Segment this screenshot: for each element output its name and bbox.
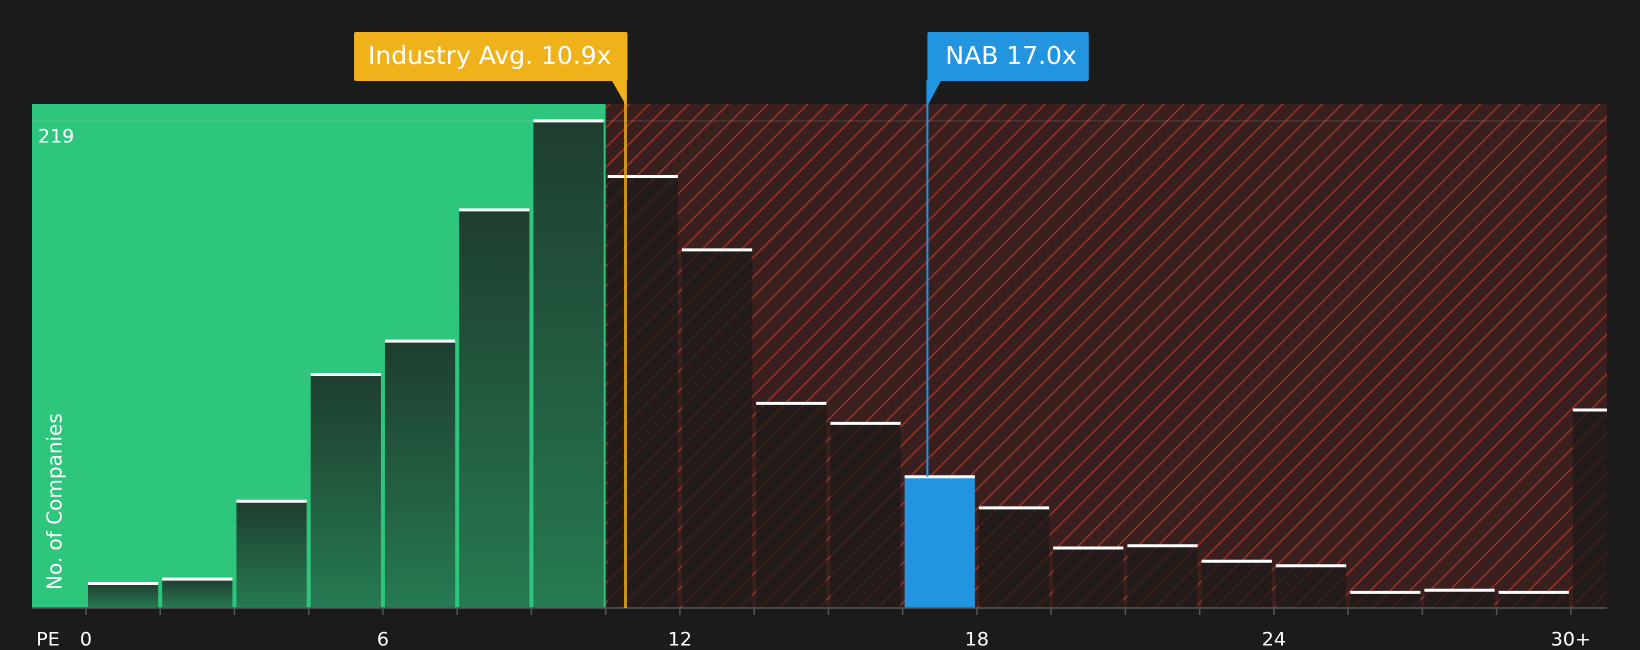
y-axis-label: No. of Companies — [43, 413, 67, 590]
bar — [1275, 565, 1347, 608]
bar — [384, 341, 456, 608]
bar — [681, 249, 753, 608]
bar — [310, 374, 381, 608]
bar — [1572, 410, 1607, 608]
bar — [756, 403, 827, 608]
bar — [607, 176, 678, 608]
x-tick-label: 6 — [377, 629, 389, 650]
bar — [1201, 561, 1272, 608]
bar — [1350, 592, 1421, 608]
bar — [236, 501, 307, 608]
bar — [1127, 545, 1198, 608]
bar — [162, 579, 233, 608]
y-tick-label: 219 — [38, 125, 74, 147]
bar — [459, 209, 530, 608]
x-tick-label: 0 — [80, 629, 92, 650]
bad-hatch — [605, 104, 1607, 608]
bar — [1498, 592, 1569, 608]
bar — [1424, 590, 1495, 608]
bar — [87, 583, 159, 608]
x-tick-label: 24 — [1262, 629, 1286, 650]
x-tick-label: 18 — [965, 629, 989, 650]
annotation-box — [927, 32, 1089, 81]
annotation-label: NAB 17.0x — [945, 41, 1076, 70]
annotation-pointer — [611, 80, 627, 106]
bar — [978, 507, 1050, 608]
x-axis-label: PE — [36, 629, 59, 650]
annotation-pointer — [927, 80, 942, 106]
annotation-box — [354, 32, 628, 81]
bar — [1053, 547, 1124, 608]
annotation-label: Industry Avg. 10.9x — [368, 41, 611, 70]
x-tick-label: 12 — [668, 629, 692, 650]
x-tick-label: 30+ — [1551, 629, 1591, 650]
bar — [830, 423, 901, 608]
bar — [533, 120, 604, 608]
bar — [904, 476, 975, 608]
